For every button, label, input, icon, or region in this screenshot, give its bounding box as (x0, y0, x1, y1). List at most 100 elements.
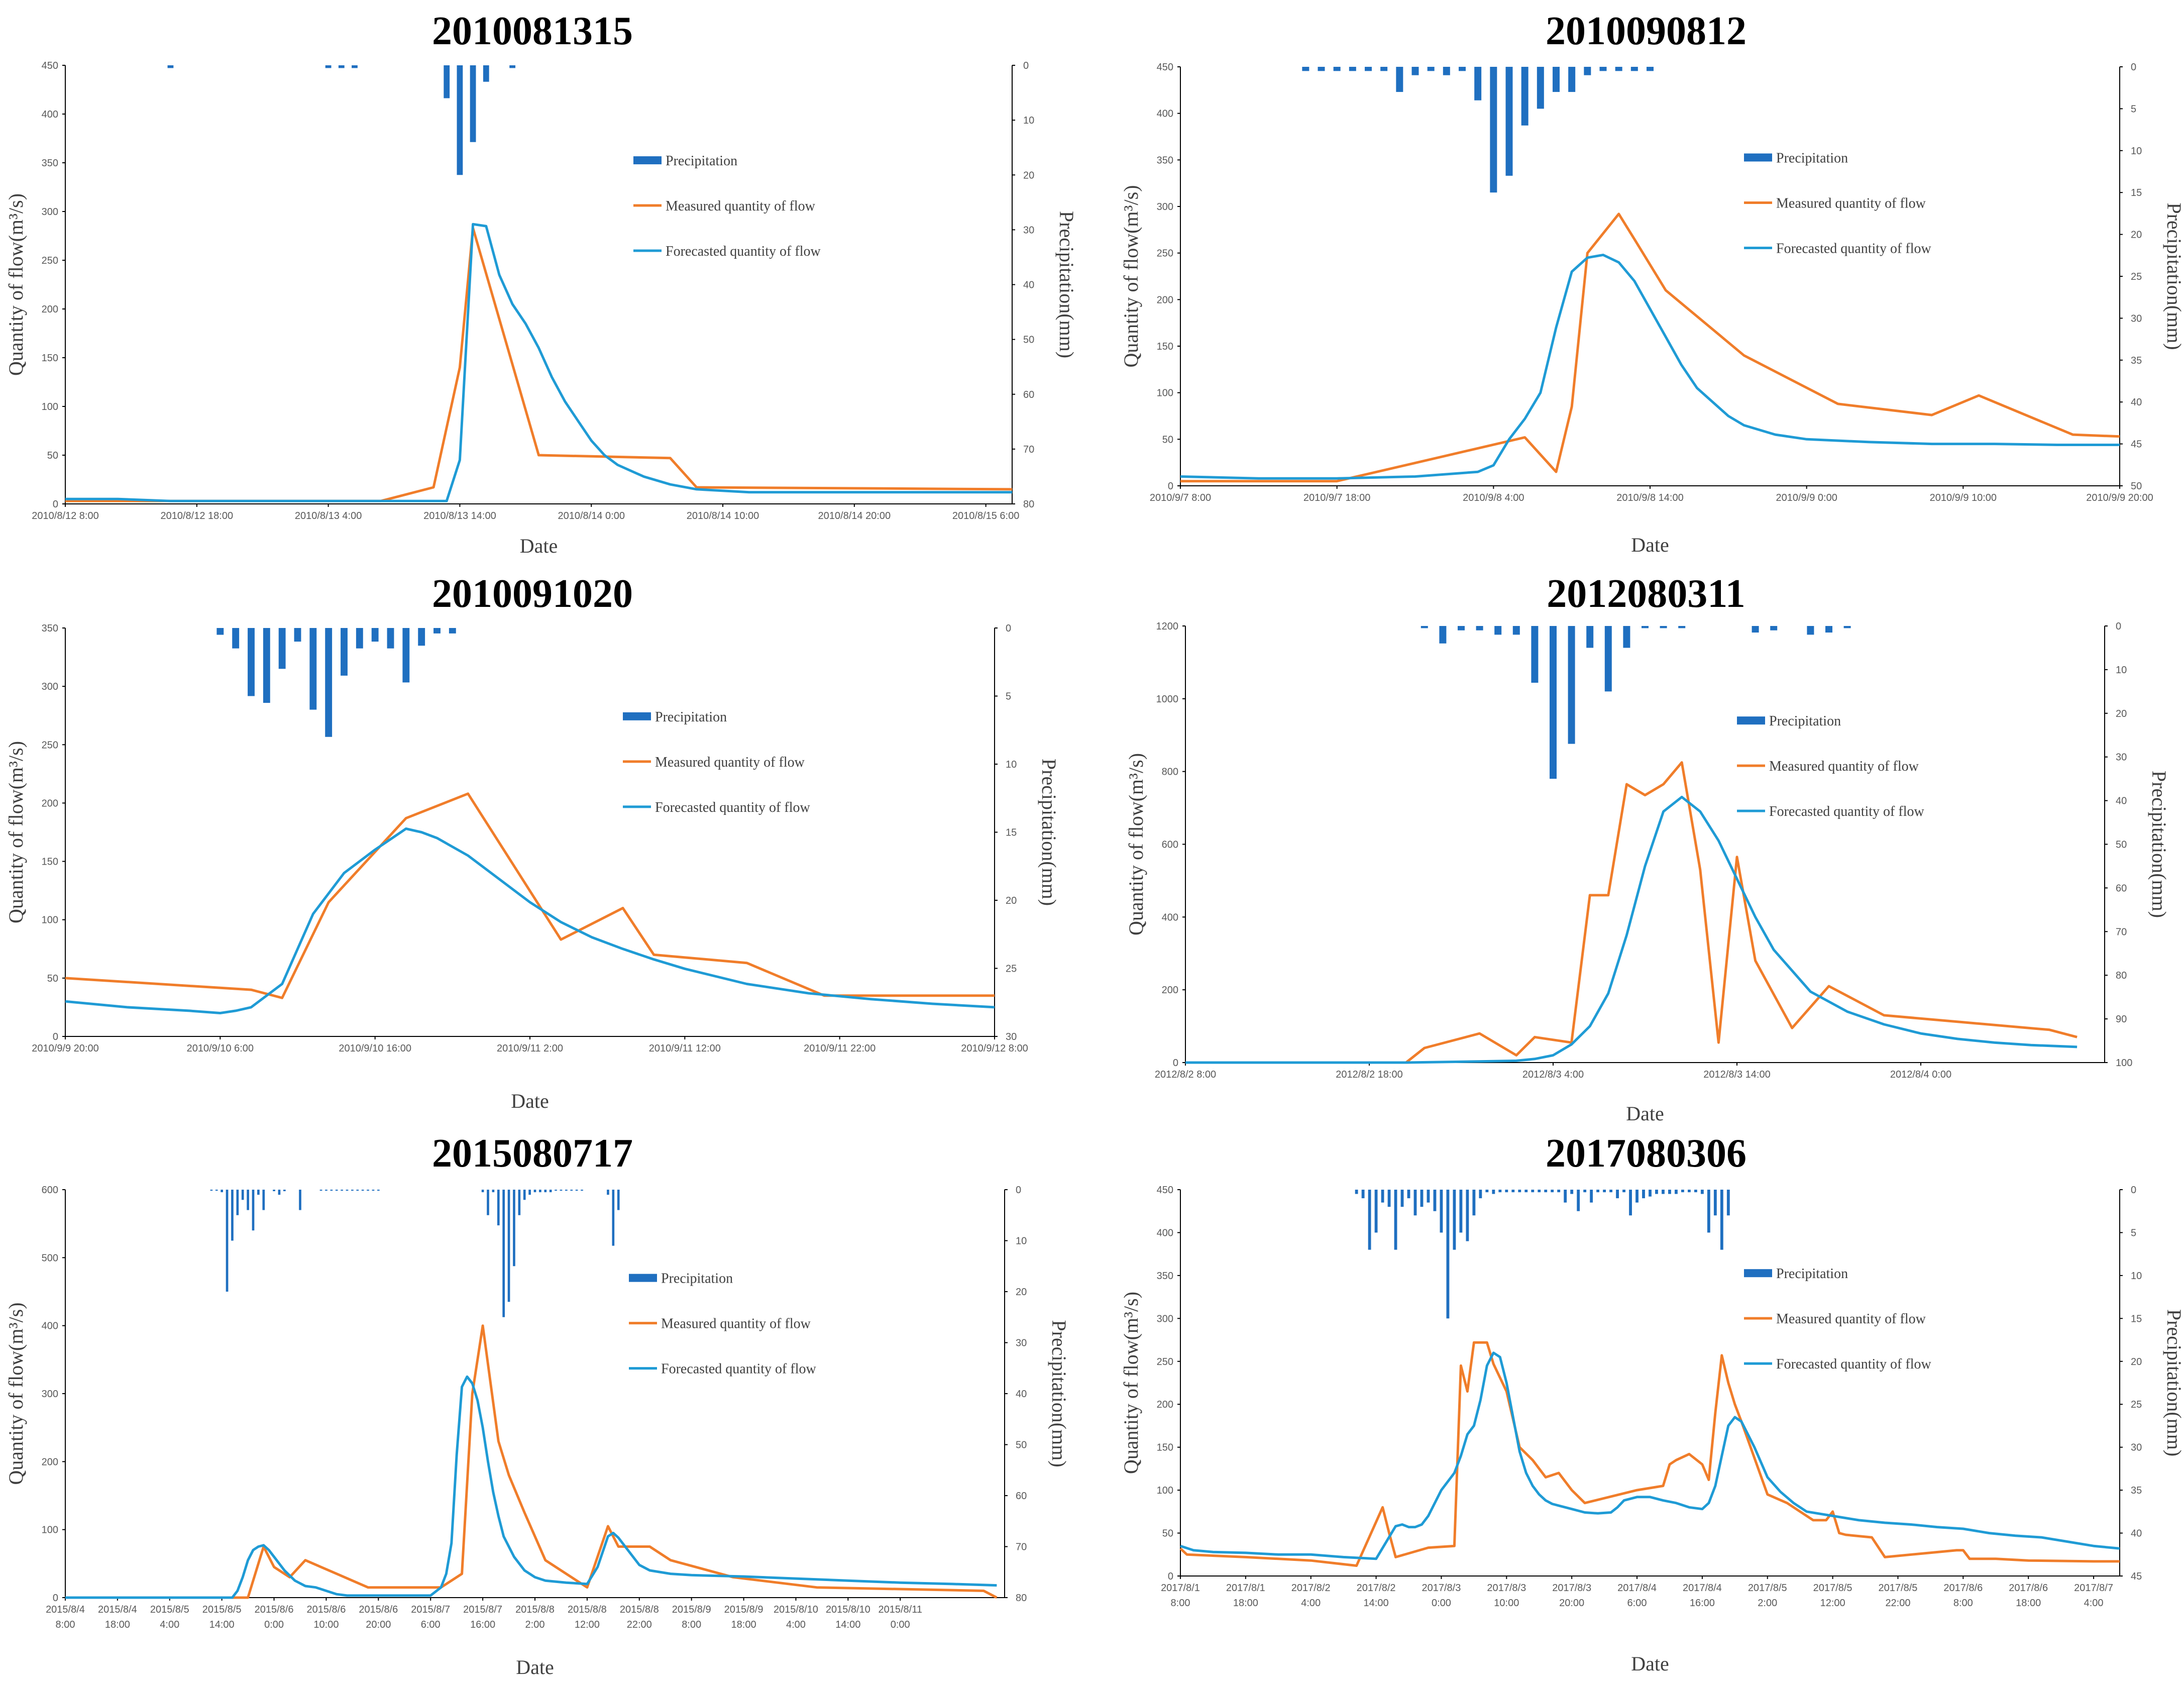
precipitation-bar (1551, 1190, 1554, 1193)
y2-tick-label: 15 (2131, 1313, 2142, 1324)
precipitation-bar (581, 1190, 583, 1191)
y-axis-label: Quantity of flow(m³/s) (5, 1302, 27, 1485)
precipitation-bar (248, 628, 255, 696)
x-tick-label: 2015/8/7 16:00 (463, 1604, 502, 1630)
y-tick-label: 350 (1157, 155, 1173, 166)
precipitation-bar (1537, 67, 1544, 109)
precipitation-bar (1843, 626, 1851, 628)
y-tick-label: 250 (1157, 1356, 1173, 1368)
y-tick-label: 800 (1162, 767, 1178, 778)
precipitation-bar (1550, 626, 1557, 779)
precipitation-bar (528, 1190, 531, 1195)
y-tick-label: 150 (1157, 1442, 1173, 1453)
y-tick-label: 150 (1157, 341, 1173, 352)
precipitation-bar (330, 1190, 333, 1191)
y-tick-label: 400 (1157, 109, 1173, 120)
y-tick-label: 600 (1162, 839, 1178, 851)
x-tick-label: 2015/8/10 4:00 (774, 1604, 818, 1630)
y2-axis-label: Precipitation(mm) (2163, 1309, 2184, 1456)
precipitation-bar (1538, 1190, 1541, 1193)
x-tick-label: 2015/8/11 0:00 (878, 1604, 922, 1630)
precipitation-bar (247, 1190, 249, 1210)
precipitation-bar (210, 1190, 213, 1191)
x-tick-label: 2012/8/2 8:00 (1155, 1069, 1216, 1080)
legend-precipitation-label: Precipitation (666, 153, 737, 169)
x-tick-label: 2017/8/2 4:00 (1291, 1583, 1331, 1609)
y-tick-label: 100 (42, 915, 58, 926)
y2-tick-label: 30 (2116, 752, 2127, 763)
precipitation-bar (1720, 1190, 1723, 1250)
y-tick-label: 100 (42, 1525, 58, 1536)
legend-precipitation-swatch (623, 712, 651, 720)
chart-title: 2012080311 (1547, 572, 1745, 616)
precipitation-bar (241, 1190, 244, 1200)
x-tick-label: 2010/9/8 4:00 (1463, 492, 1524, 503)
y2-tick-label: 0 (1023, 60, 1029, 71)
precipitation-bar (1518, 1190, 1521, 1193)
x-axis-label: Date (1626, 1102, 1664, 1125)
precipitation-bar (232, 628, 240, 649)
legend-precipitation-label: Precipitation (661, 1271, 733, 1287)
legend-forecast-label: Forecasted quantity of flow (655, 800, 810, 815)
y2-axis-label: Precipitation(mm) (2163, 202, 2184, 350)
y2-axis-label: Precipitation(mm) (1038, 759, 1060, 906)
precipitation-bar (1413, 1190, 1417, 1216)
measured-flow-line (1185, 761, 2078, 1064)
y-tick-label: 0 (53, 499, 58, 510)
legend-precipitation-label: Precipitation (1776, 150, 1848, 166)
x-tick-label: 2015/8/6 20:00 (359, 1604, 398, 1630)
precipitation-bar (617, 1190, 620, 1210)
y2-tick-label: 80 (1023, 499, 1034, 510)
precipitation-bar (1531, 1190, 1535, 1193)
precipitation-bar (351, 1190, 354, 1191)
x-tick-label: 2010/9/7 18:00 (1303, 492, 1370, 503)
precipitation-bar (1622, 1190, 1625, 1193)
axis-frame (1180, 67, 2120, 486)
chart-title: 2015080717 (432, 1131, 633, 1176)
x-tick-label: 2010/9/9 20:00 (32, 1043, 98, 1054)
precipitation-bar (325, 628, 333, 737)
y2-tick-label: 5 (1006, 691, 1011, 702)
precipitation-bar (1584, 67, 1591, 75)
precipitation-bar (1365, 67, 1372, 71)
x-tick-label: 2015/8/7 6:00 (411, 1604, 450, 1630)
y2-tick-label: 50 (2131, 481, 2142, 492)
precipitation-bar (1599, 67, 1607, 71)
precipitation-bar (1440, 1190, 1443, 1233)
precipitation-bar (309, 628, 317, 710)
precipitation-bar (1807, 626, 1814, 635)
precipitation-bar (544, 1190, 547, 1193)
x-tick-label: 2017/8/5 2:00 (1748, 1583, 1787, 1609)
precipitation-bar (1603, 1190, 1606, 1193)
precipitation-bar (1505, 1190, 1508, 1193)
x-tick-label: 2015/8/6 0:00 (255, 1604, 294, 1630)
y2-tick-label: 100 (2116, 1058, 2132, 1069)
precipitation-bar (1349, 67, 1356, 71)
precipitation-bar (1694, 1190, 1697, 1193)
y-tick-label: 450 (42, 60, 58, 71)
precipitation-bar (1524, 1190, 1528, 1193)
x-tick-label: 2017/8/3 0:00 (1422, 1583, 1461, 1609)
y2-tick-label: 40 (2131, 1528, 2142, 1539)
precipitation-bar (570, 1190, 573, 1191)
y2-axis-label: Precipitation(mm) (1048, 1320, 1070, 1467)
precipitation-bar (502, 1190, 505, 1317)
y-tick-label: 50 (1162, 434, 1173, 445)
y2-tick-label: 60 (2116, 883, 2127, 894)
x-tick-label: 2017/8/2 14:00 (1357, 1583, 1396, 1609)
precipitation-bar (444, 65, 450, 98)
y2-tick-label: 60 (1023, 389, 1034, 400)
y-tick-label: 300 (42, 206, 58, 218)
y2-tick-label: 90 (2116, 1014, 2127, 1025)
x-tick-label: 2017/8/1 8:00 (1161, 1583, 1200, 1609)
precipitation-bar (481, 1190, 484, 1193)
y2-tick-label: 20 (1006, 895, 1017, 906)
x-tick-label: 2015/8/5 4:00 (150, 1604, 189, 1630)
x-tick-label: 2015/8/5 14:00 (202, 1604, 242, 1630)
y2-tick-label: 0 (2131, 1185, 2136, 1196)
precipitation-bar (1629, 1190, 1632, 1216)
y2-tick-label: 35 (2131, 355, 2142, 366)
precipitation-bar (278, 628, 286, 669)
y2-tick-label: 0 (1016, 1185, 1021, 1196)
y-tick-label: 200 (42, 1456, 58, 1467)
